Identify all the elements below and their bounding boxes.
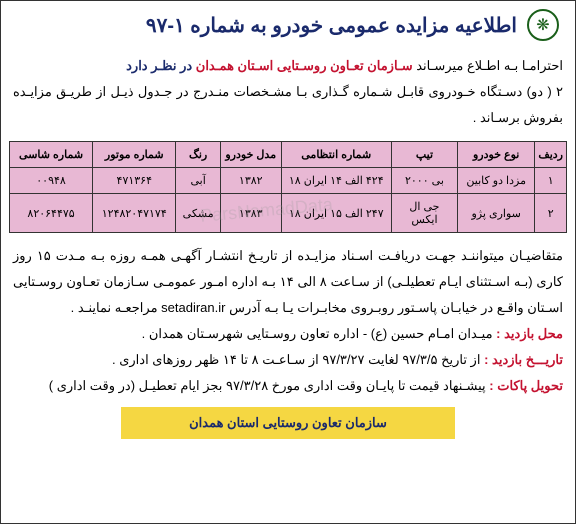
cell: جی ال ایکس [391,194,457,233]
cell: ۰۰۹۴۸ [10,168,93,194]
col-type: نوع خودرو [458,142,535,168]
url-text: setadiran.ir [161,300,225,315]
visit-date-label: تاریـــخ بازدید : [484,352,563,367]
col-tip: تیپ [391,142,457,168]
intro-post: در نظـر دارد [126,58,196,73]
cell: بی ۲۰۰۰ [391,168,457,194]
table-row: ۱ مزدا دو کابین بی ۲۰۰۰ ۴۲۴ الف ۱۴ ایران… [10,168,567,194]
body-text: متقاضیـان میتواننـد جهـت دریافـت اسـناد … [9,243,567,399]
intro-pre: احترامـا بـه اطـلاع میرسـاند [413,58,563,73]
col-plate: شماره انتظامی [281,142,391,168]
vehicles-table: ردیف نوع خودرو تیپ شماره انتظامی مدل خود… [9,141,567,233]
table-header-row: ردیف نوع خودرو تیپ شماره انتظامی مدل خود… [10,142,567,168]
cell: ۲ [535,194,567,233]
org-logo-icon: ❋ [527,9,559,41]
footer-org: سازمان تعاون روستایی استان همدان [121,407,456,439]
cell: ۱۳۸۲ [220,168,281,194]
col-row: ردیف [535,142,567,168]
cell: سواری پژو [458,194,535,233]
page-title: اطلاعیه مزایده عمومی خودرو به شماره ۱-۹۷ [146,13,517,38]
col-engine: شماره موتور [93,142,176,168]
envelope-text: پیشـنهاد قیمت تا پایـان وقت اداری مورخ ۹… [49,378,490,393]
visit-location: میـدان امـام حسین (ع) - اداره تعاون روسـ… [142,326,497,341]
visit-date: از تاریخ ۹۷/۳/۵ لغایت ۹۷/۳/۲۷ از سـاعـت … [112,352,484,367]
visit-location-label: محل بازدید : [496,326,563,341]
body-p1-after: مراجعـه نماینـد . [71,300,162,315]
cell: آبی [176,168,220,194]
intro-line2: ۲ ( دو) دسـتگاه خـودروی قابـل شـماره گـذ… [13,84,563,125]
org-name: سـازمان تعـاون روسـتایی اسـتان همـدان [196,58,413,73]
cell: مشکی [176,194,220,233]
envelope-label: تحویل پاکات : [489,378,563,393]
cell: ۲۴۷ الف ۱۵ ایران ۱۸ [281,194,391,233]
logo-symbol: ❋ [536,15,549,35]
table-row: ۲ سواری پژو جی ال ایکس ۲۴۷ الف ۱۵ ایران … [10,194,567,233]
header: ❋ اطلاعیه مزایده عمومی خودرو به شماره ۱-… [9,9,567,41]
col-model: مدل خودرو [220,142,281,168]
cell: ۴۷۱۳۶۴ [93,168,176,194]
cell: ۸۲۰۶۴۴۷۵ [10,194,93,233]
cell: ۱۳۸۳ [220,194,281,233]
col-color: رنگ [176,142,220,168]
cell: ۱۲۴۸۲۰۴۷۱۷۴ [93,194,176,233]
intro-text: احترامـا بـه اطـلاع میرسـاند سـازمان تعـ… [9,53,567,131]
cell: ۴۲۴ الف ۱۴ ایران ۱۸ [281,168,391,194]
cell: مزدا دو کابین [458,168,535,194]
cell: ۱ [535,168,567,194]
col-chassis: شماره شاسی [10,142,93,168]
